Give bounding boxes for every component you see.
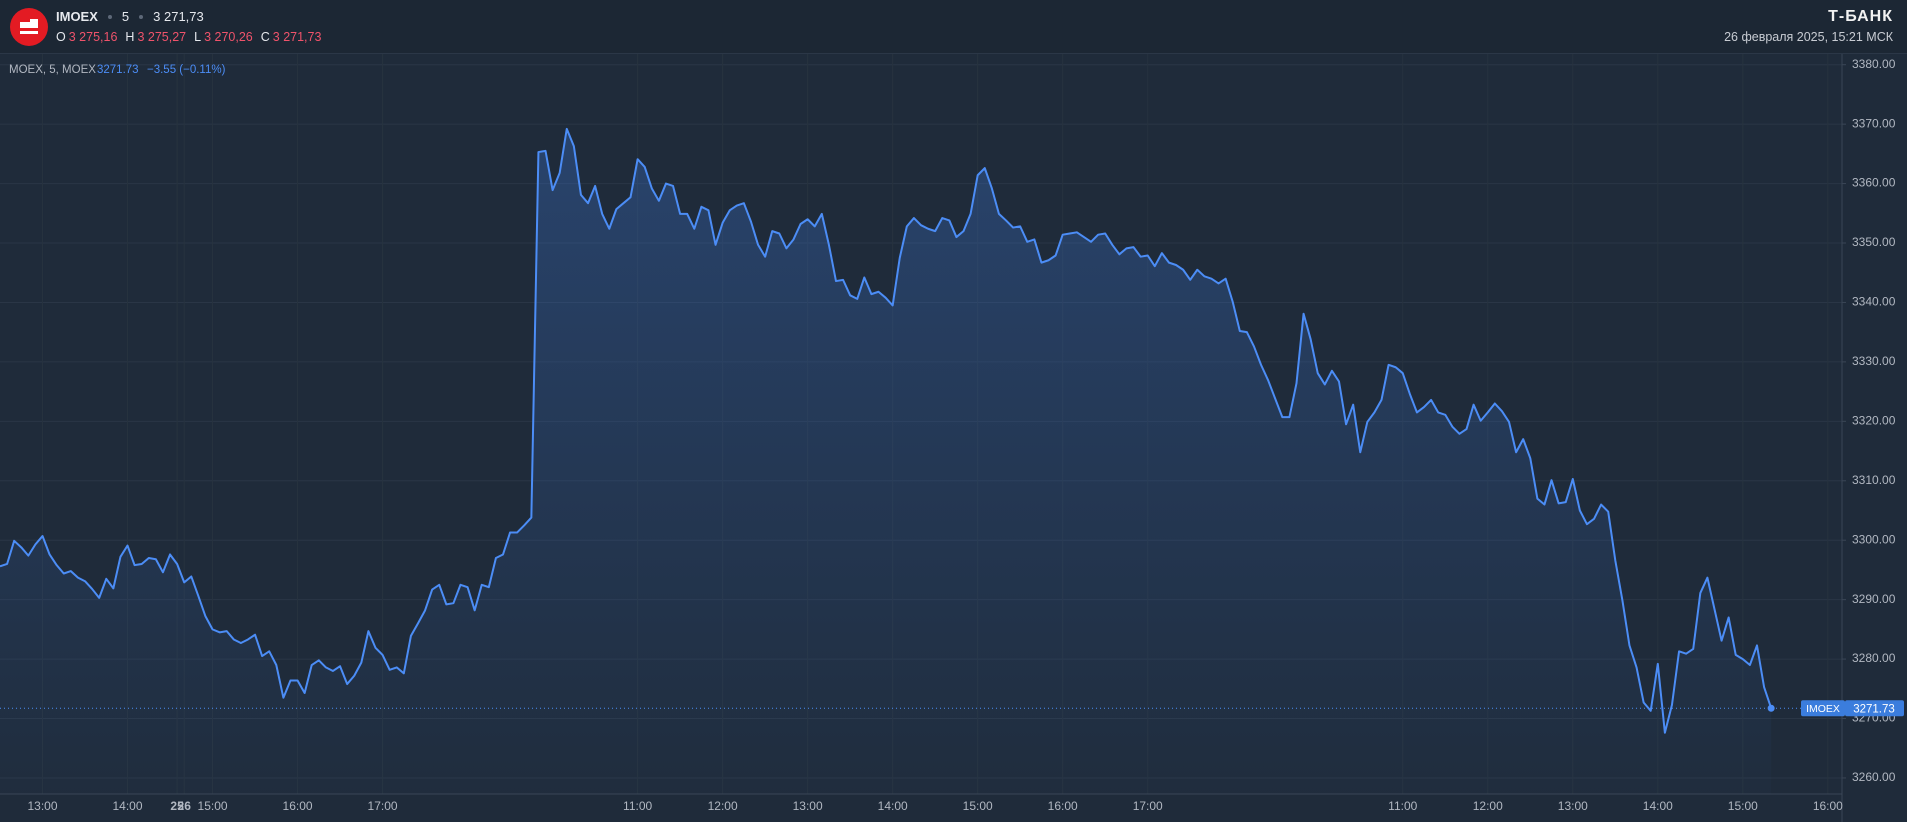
price-tag: 3271.73 [1853, 703, 1895, 715]
ohlc-label: O [56, 30, 66, 44]
legend-name: MOEX, 5, MOEX [9, 64, 96, 76]
x-tick-label: 14:00 [1643, 799, 1673, 813]
ohlc-label: H [125, 30, 135, 44]
x-tick-label: 15:00 [198, 799, 228, 813]
y-tick-label: 3280.00 [1852, 651, 1896, 665]
x-tick-label: 12:00 [1473, 799, 1503, 813]
ohlc-value: 3 275,27 [137, 30, 187, 44]
logo [10, 8, 48, 46]
y-tick-label: 3330.00 [1852, 354, 1896, 368]
separator [139, 14, 144, 19]
price-tag-bg [1845, 700, 1904, 717]
x-tick-label: 11:00 [623, 799, 652, 813]
legend-change: −3.55 (−0.11%) [147, 64, 226, 76]
x-tick-label: 13:00 [27, 799, 57, 813]
y-tick-label: 3290.00 [1852, 592, 1896, 606]
x-tick-label: 13:00 [1558, 799, 1588, 813]
y-tick-label: 3300.00 [1852, 532, 1896, 546]
y-tick-label: 3320.00 [1852, 413, 1896, 427]
x-tick-label: 16:00 [283, 799, 313, 813]
legend-price: 3271.73 [97, 64, 139, 76]
x-tick-label: 17:00 [1133, 799, 1163, 813]
x-tick-label: 17:00 [368, 799, 398, 813]
separator [107, 14, 112, 19]
interval: 5 [121, 9, 130, 24]
series-tag: IMOEX [1806, 703, 1840, 715]
ohlc-value: 3 271,73 [272, 30, 322, 44]
x-tick-label: 12:00 [708, 799, 738, 813]
y-tick-label: 3310.00 [1852, 473, 1896, 487]
series-tag-bg [1801, 700, 1845, 717]
x-tick-label: 14:00 [878, 799, 908, 813]
y-tick-label: 3350.00 [1852, 235, 1896, 249]
symbol: IMOEX [56, 9, 98, 24]
ohlc-value: 3 275,16 [68, 30, 118, 44]
y-tick-label: 3370.00 [1852, 116, 1896, 130]
y-tick-label: 3360.00 [1852, 176, 1896, 190]
datetime: 26 февраля 2025, 15:21 МСК [1724, 30, 1893, 44]
x-tick-label: 14:00 [113, 799, 143, 813]
x-tick-label: 16:00 [1048, 799, 1078, 813]
price: 3 271,73 [153, 9, 204, 24]
price-line [0, 127, 1773, 734]
x-tick-label: 15:00 [1728, 799, 1758, 813]
x-tick-label: 11:00 [1388, 799, 1417, 813]
x-tick-label: 26 [178, 799, 192, 813]
y-tick-label: 3380.00 [1852, 57, 1896, 71]
x-tick-label: 13:00 [793, 799, 823, 813]
brand: Т-БАНК [1828, 8, 1893, 25]
x-tick-label: 25 [170, 799, 184, 813]
ohlc-label: C [260, 30, 270, 44]
x-tick-label: 15:00 [963, 799, 993, 813]
x-tick-label: 16:00 [1813, 799, 1843, 813]
area [0, 128, 1772, 794]
y-tick-label: 3340.00 [1852, 295, 1896, 309]
ohlc-value: 3 270,26 [204, 30, 253, 44]
y-tick-label: 3260.00 [1852, 770, 1896, 784]
ticker-row: IMOEX 5 3 271,73 [56, 9, 204, 24]
last-price-dot [1767, 704, 1775, 712]
ohlc-label: L [194, 30, 202, 44]
